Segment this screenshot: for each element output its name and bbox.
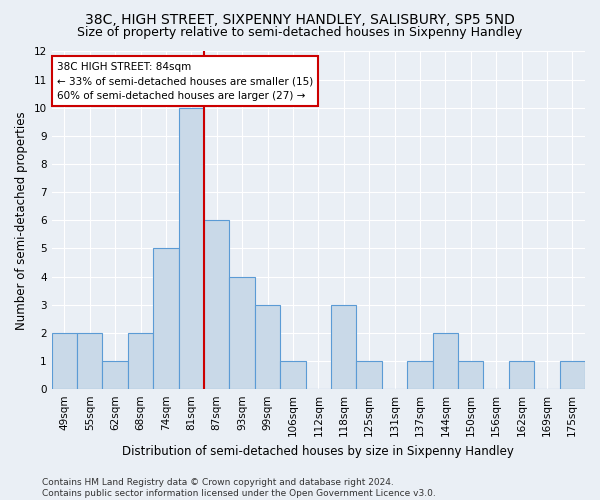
Text: 38C, HIGH STREET, SIXPENNY HANDLEY, SALISBURY, SP5 5ND: 38C, HIGH STREET, SIXPENNY HANDLEY, SALI… [85,12,515,26]
Text: Contains HM Land Registry data © Crown copyright and database right 2024.
Contai: Contains HM Land Registry data © Crown c… [42,478,436,498]
Bar [458,361,484,389]
Text: Size of property relative to semi-detached houses in Sixpenny Handley: Size of property relative to semi-detach… [77,26,523,39]
Bar [153,248,179,389]
Bar [509,361,534,389]
Bar [204,220,229,389]
Text: 38C HIGH STREET: 84sqm
← 33% of semi-detached houses are smaller (15)
60% of sem: 38C HIGH STREET: 84sqm ← 33% of semi-det… [57,62,313,101]
Bar [356,361,382,389]
Bar [179,108,204,389]
Bar [77,333,103,389]
Bar [280,361,305,389]
Bar [560,361,585,389]
Bar [103,361,128,389]
Bar [128,333,153,389]
X-axis label: Distribution of semi-detached houses by size in Sixpenny Handley: Distribution of semi-detached houses by … [122,444,514,458]
Y-axis label: Number of semi-detached properties: Number of semi-detached properties [15,111,28,330]
Bar [229,276,255,389]
Bar [331,305,356,389]
Bar [52,333,77,389]
Bar [255,305,280,389]
Bar [433,333,458,389]
Bar [407,361,433,389]
